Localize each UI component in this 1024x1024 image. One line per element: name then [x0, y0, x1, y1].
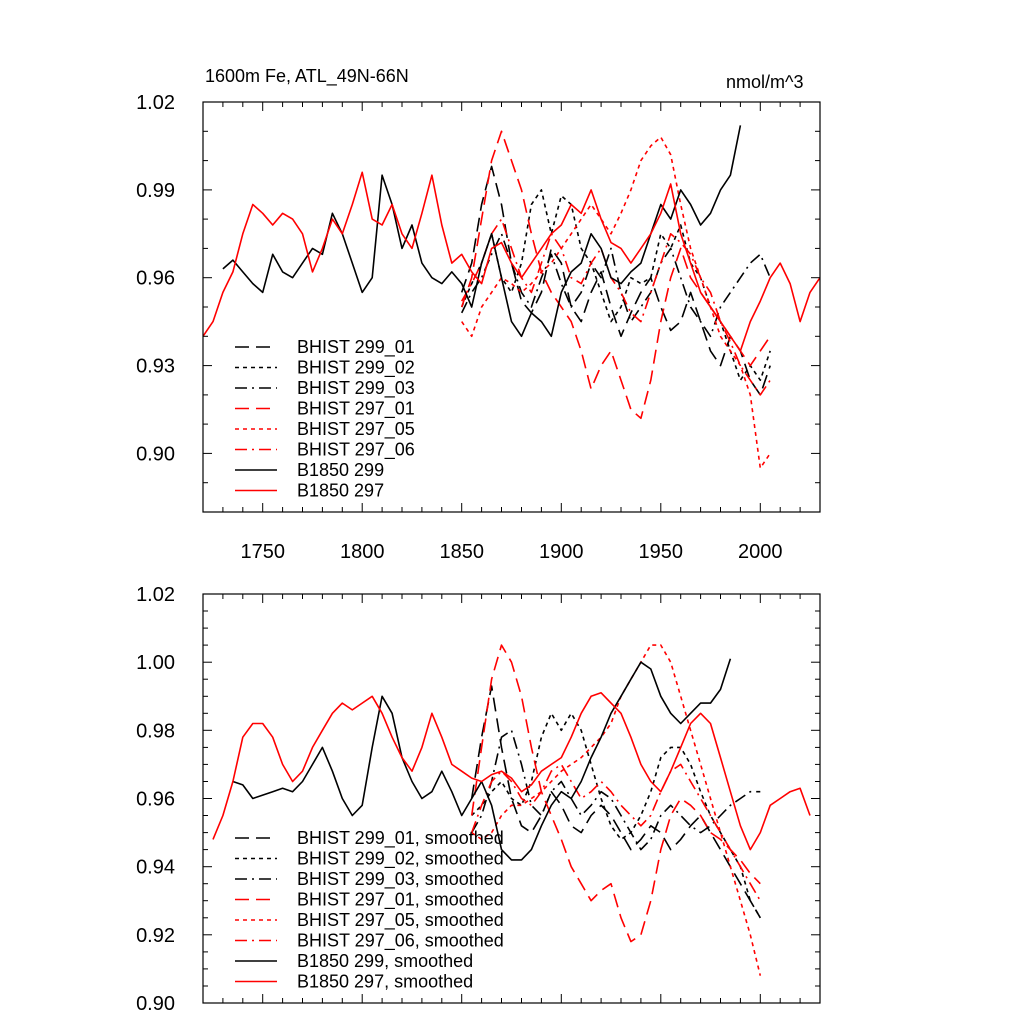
- legend-item: BHIST 297_01: [235, 399, 415, 420]
- legend-label: BHIST 299_01: [297, 337, 415, 358]
- x-tick-label: 1800: [340, 541, 385, 563]
- legend-item: BHIST 299_02: [235, 358, 415, 379]
- series-line-2: [471, 712, 761, 919]
- y-tick-label: 0.98: [136, 720, 175, 742]
- y-tick-label: 1.02: [136, 584, 175, 606]
- legend-item: BHIST 299_01, smoothed: [235, 828, 504, 849]
- series-line-5: [461, 136, 771, 469]
- legend-item: BHIST 299_02, smoothed: [235, 849, 504, 870]
- legend-label: B1850 297, smoothed: [297, 972, 473, 992]
- legend-item: BHIST 297_06: [235, 440, 415, 461]
- legend-label: BHIST 299_01, smoothed: [297, 828, 504, 849]
- series-line-4: [470, 644, 761, 943]
- legend-label: BHIST 297_01, smoothed: [297, 890, 504, 911]
- plot-frame: [202, 101, 821, 513]
- legend-item: BHIST 299_03, smoothed: [235, 869, 504, 890]
- tick-marks: [202, 101, 821, 513]
- y-tick-label: 0.94: [136, 857, 175, 879]
- legend-item: B1850 299: [235, 460, 384, 480]
- chart-title: 1600m Fe, ATL_49N-66N: [205, 66, 409, 86]
- y-tick-label: 0.96: [136, 789, 175, 811]
- legend-label: BHIST 299_02: [297, 358, 415, 379]
- legend-item: BHIST 299_01: [235, 337, 415, 358]
- legend-label: B1850 299: [297, 460, 384, 480]
- series-group: [212, 644, 811, 976]
- legend-label: BHIST 297_05, smoothed: [297, 910, 504, 931]
- legend-label: B1850 297: [297, 481, 384, 501]
- series-line-8: [203, 171, 820, 352]
- bottom-panel: 0.90 0.92 0.94 0.96 0.98 1.00 1.02 BHIST 299_01…: [136, 584, 821, 1015]
- tick-marks: [202, 593, 821, 1004]
- y-tick-label: 0.90: [136, 993, 175, 1015]
- series-line-3: [460, 233, 771, 338]
- x-tick-label: 1750: [240, 541, 285, 563]
- top-panel: 0.90 0.93 0.96 0.99 1.02 1750 1800 1850 1900 1950…: [136, 92, 821, 563]
- series-line-6: [461, 218, 771, 396]
- series-line-8: [212, 691, 811, 851]
- legend-item: BHIST 297_05: [235, 419, 415, 440]
- series-line-6: [470, 763, 761, 902]
- y-tick-label: 0.92: [136, 925, 175, 947]
- legend-label: BHIST 299_03, smoothed: [297, 869, 504, 890]
- y-tick-label: 1.00: [136, 652, 175, 674]
- legend-label: BHIST 299_02, smoothed: [297, 849, 504, 870]
- legend-item: B1850 299, smoothed: [235, 951, 473, 971]
- legend-label: BHIST 297_05: [297, 419, 415, 440]
- series-line-4: [460, 130, 771, 420]
- legend-label: BHIST 297_01: [297, 399, 415, 420]
- y-tick-label: 0.90: [136, 443, 175, 465]
- x-tick-label: 1950: [639, 541, 684, 563]
- x-tick-label: 2000: [738, 541, 783, 563]
- y-tick-label: 1.02: [136, 92, 175, 114]
- x-tick-label: 1900: [539, 541, 584, 563]
- y-tick-label: 0.99: [136, 180, 175, 202]
- series-group: [203, 125, 820, 469]
- series-line-3: [471, 729, 761, 851]
- y-tick-label: 0.96: [136, 268, 175, 290]
- legend-label: BHIST 297_06, smoothed: [297, 931, 504, 952]
- units-label: nmol/m^3: [726, 72, 804, 92]
- series-line-1: [470, 685, 761, 919]
- legend-item: BHIST 297_06, smoothed: [235, 931, 504, 952]
- legend-item: B1850 297: [235, 481, 384, 501]
- legend-label: B1850 299, smoothed: [297, 951, 473, 971]
- series-line-5: [471, 644, 762, 976]
- legend-item: BHIST 297_05, smoothed: [235, 910, 504, 931]
- legend-item: BHIST 299_03: [235, 378, 415, 399]
- legend-label: BHIST 299_03: [297, 378, 415, 399]
- legend-item: BHIST 297_01, smoothed: [235, 890, 504, 911]
- legend-label: BHIST 297_06: [297, 440, 415, 461]
- series-line-2: [460, 189, 771, 382]
- y-tick-label: 0.93: [136, 356, 175, 378]
- x-tick-label: 1850: [439, 541, 484, 563]
- series-line-7: [222, 125, 742, 338]
- legend-item: B1850 297, smoothed: [235, 972, 473, 992]
